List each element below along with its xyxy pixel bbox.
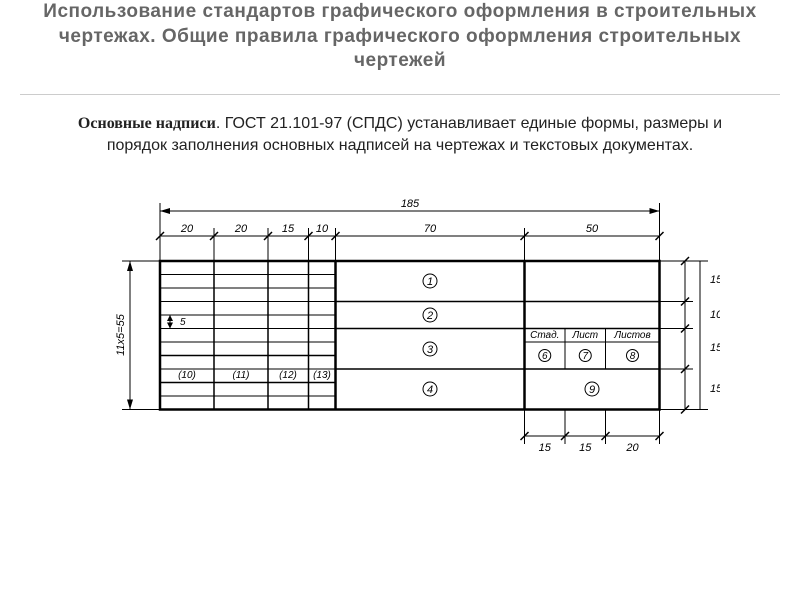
- field-6: 6: [539, 350, 551, 363]
- cell-12: (12): [279, 370, 297, 381]
- cell-13: (13): [313, 370, 331, 381]
- svg-text:11x5=55: 11x5=55: [115, 314, 127, 357]
- svg-text:15: 15: [282, 223, 295, 235]
- hdr-stad: Стад.: [530, 330, 559, 341]
- svg-text:185: 185: [401, 198, 420, 210]
- field-7: 7: [579, 350, 591, 363]
- field-4: 4: [423, 382, 437, 396]
- svg-text:15: 15: [710, 383, 720, 395]
- svg-text:1: 1: [427, 276, 433, 288]
- field-9: 9: [585, 382, 599, 396]
- field-1: 1: [423, 274, 437, 288]
- svg-text:5: 5: [180, 317, 186, 328]
- svg-text:2: 2: [426, 310, 433, 322]
- svg-text:7: 7: [582, 351, 588, 362]
- dim-top-row: 20 20 15 10 70 50: [156, 223, 664, 261]
- svg-text:50: 50: [586, 223, 599, 235]
- svg-text:6: 6: [542, 351, 548, 362]
- page-title: Использование стандартов графического оф…: [0, 0, 800, 84]
- divider: [20, 94, 780, 95]
- field-8: 8: [627, 350, 639, 363]
- hdr-list: Лист: [571, 330, 598, 341]
- svg-text:8: 8: [630, 351, 636, 362]
- dim-left: 11x5=55: [115, 261, 160, 410]
- cell-11: (11): [232, 370, 249, 381]
- svg-text:4: 4: [427, 384, 433, 396]
- svg-text:9: 9: [589, 384, 595, 396]
- svg-text:3: 3: [427, 344, 434, 356]
- svg-text:70: 70: [424, 223, 437, 235]
- svg-text:15: 15: [579, 442, 592, 454]
- title-block-diagram: (10) (11) (12) (13) 5 1 2 3 4 Стад. Лист…: [80, 191, 720, 481]
- hdr-listov: Листов: [613, 330, 650, 341]
- field-2: 2: [423, 308, 437, 322]
- svg-text:10: 10: [316, 223, 329, 235]
- svg-text:20: 20: [234, 223, 248, 235]
- dim-bottom-right: 15 15 20: [521, 410, 664, 455]
- svg-text:20: 20: [180, 223, 194, 235]
- body-lead: Основные надписи: [78, 115, 216, 132]
- svg-text:15: 15: [710, 342, 720, 354]
- body-paragraph: Основные надписи. ГОСТ 21.101-97 (СПДС) …: [0, 113, 800, 156]
- field-3: 3: [423, 342, 437, 356]
- svg-text:15: 15: [539, 442, 552, 454]
- svg-text:20: 20: [625, 442, 639, 454]
- svg-text:15: 15: [710, 274, 720, 286]
- cell-10: (10): [178, 370, 196, 381]
- dim-right: 15 10 15 15: [660, 257, 721, 414]
- svg-text:10: 10: [710, 309, 720, 321]
